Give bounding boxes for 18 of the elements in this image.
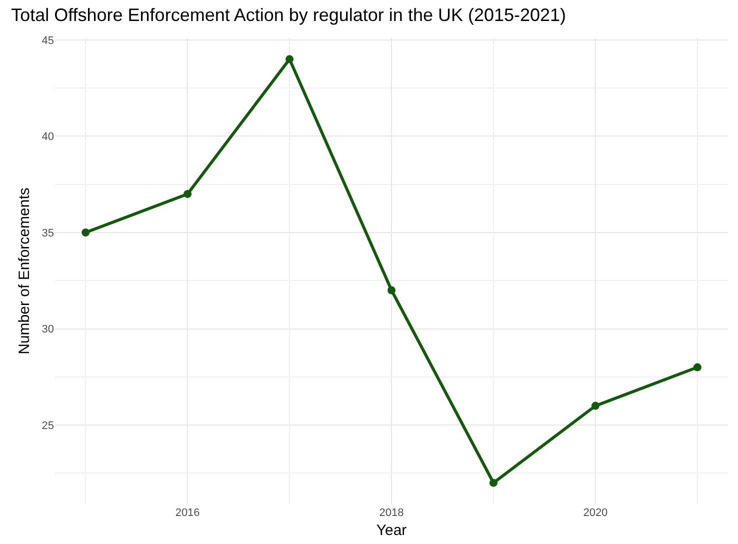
x-tick-label: 2020: [583, 507, 608, 519]
point: [489, 478, 498, 487]
x-tick-label: 2018: [379, 507, 404, 519]
y-tick-label: 30: [42, 324, 54, 336]
x-tick-label: 2016: [175, 507, 200, 519]
y-tick-label: 25: [42, 420, 54, 432]
point: [286, 55, 294, 64]
point: [591, 402, 600, 410]
point: [82, 228, 90, 236]
y-axis-title: Number of Enforcements: [16, 188, 33, 354]
point: [388, 286, 396, 294]
y-tick-label: 45: [42, 34, 54, 47]
y-tick-label: 35: [42, 227, 54, 240]
chart-title: Total Offshore Enforcement Action by regulator in the UK (2015-2021): [11, 4, 566, 25]
y-tick-label: 40: [42, 131, 54, 144]
x-axis-title: Year: [376, 522, 407, 539]
point: [693, 363, 702, 372]
point: [184, 190, 192, 198]
